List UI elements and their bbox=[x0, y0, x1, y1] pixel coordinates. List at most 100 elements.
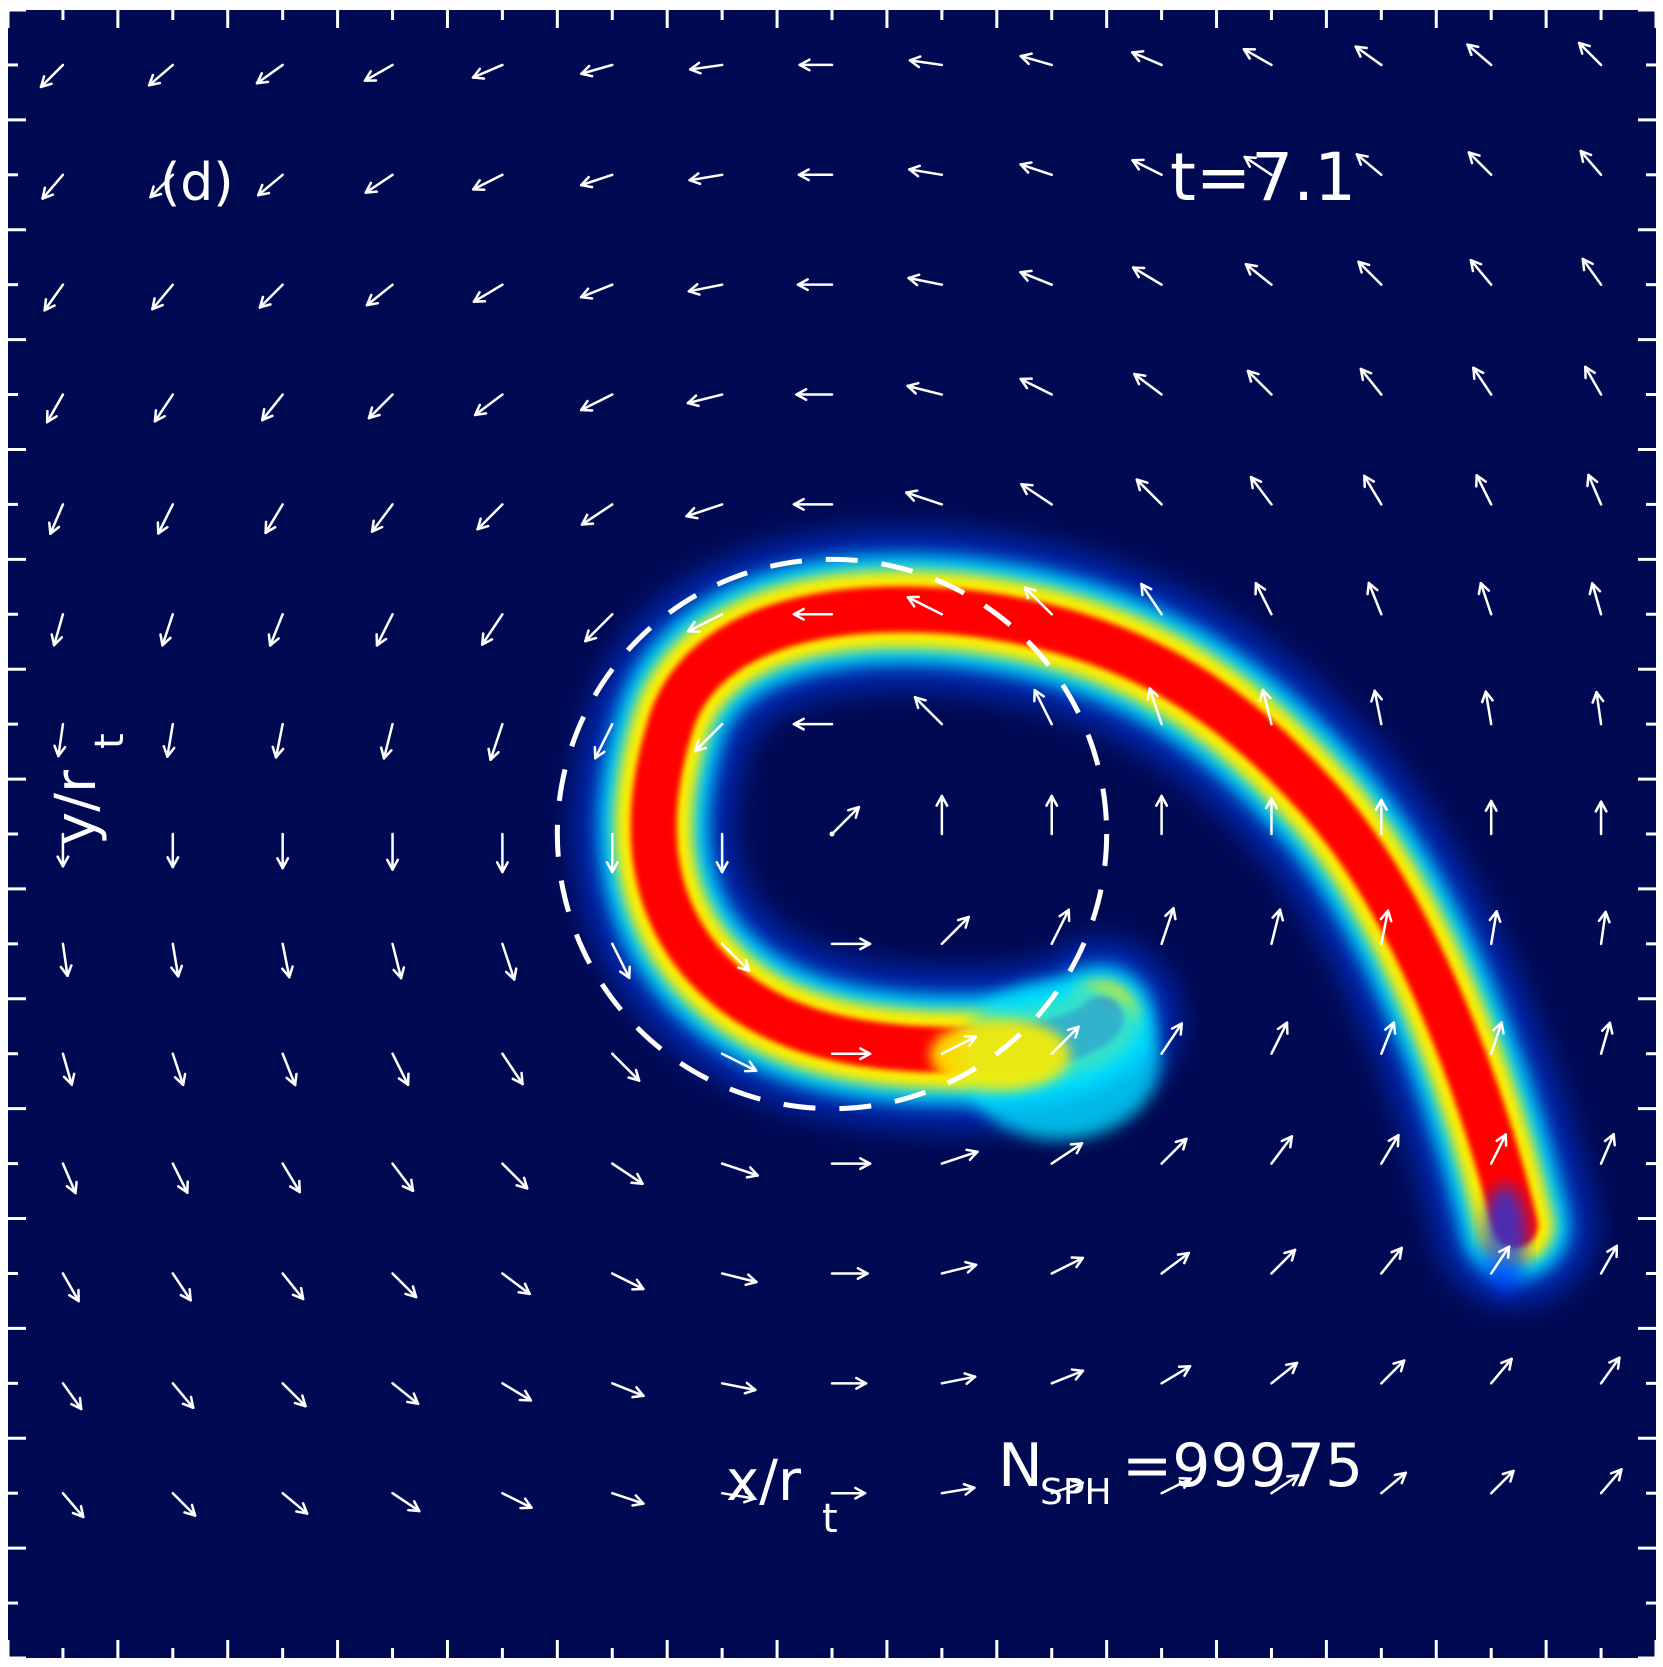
vector-arrow bbox=[685, 503, 724, 520]
x-axis-label-subscript: t bbox=[822, 1496, 838, 1542]
vector-arrow bbox=[1380, 1133, 1400, 1165]
vector-arrow bbox=[43, 283, 65, 312]
time-label: t=7.1 bbox=[1170, 139, 1356, 216]
vector-arrow bbox=[1270, 1361, 1299, 1385]
tidal-radius-circle bbox=[554, 556, 1110, 1112]
vector-arrow bbox=[153, 393, 175, 423]
vector-arrow bbox=[906, 381, 944, 396]
vector-arrow bbox=[61, 1052, 76, 1086]
vector-arrow bbox=[798, 58, 834, 72]
vector-arrow bbox=[579, 173, 614, 189]
vector-arrow bbox=[687, 282, 724, 296]
vector-arrow bbox=[1140, 582, 1163, 616]
vector-arrow bbox=[281, 1272, 305, 1301]
center-point bbox=[829, 831, 835, 837]
vector-arrow bbox=[476, 503, 504, 531]
vector-arrow bbox=[370, 503, 394, 533]
vector-arrow bbox=[1359, 367, 1383, 396]
nsph-label-value: =99975 bbox=[1122, 1431, 1363, 1501]
vector-arrow bbox=[1477, 581, 1493, 616]
vector-arrow bbox=[940, 915, 970, 946]
vector-arrow bbox=[1242, 47, 1273, 67]
vector-arrow bbox=[481, 613, 504, 646]
y-axis-label: y/r t bbox=[44, 733, 133, 845]
vector-arrow bbox=[792, 497, 834, 511]
vector-arrow bbox=[1466, 43, 1493, 67]
vector-arrow bbox=[1160, 1251, 1191, 1275]
vector-arrow bbox=[59, 942, 73, 978]
vector-arrow bbox=[1243, 155, 1273, 177]
vector-arrow bbox=[1366, 581, 1383, 616]
vector-arrow bbox=[495, 832, 509, 874]
vector-arrow bbox=[1597, 910, 1611, 946]
vector-arrow bbox=[1019, 269, 1053, 286]
vector-arrow bbox=[792, 717, 834, 731]
vector-arrow bbox=[830, 1486, 867, 1500]
vector-arrow bbox=[913, 696, 944, 726]
vector-arrow bbox=[1019, 52, 1053, 67]
vector-arrow bbox=[1019, 161, 1053, 177]
vector-arrow bbox=[391, 1052, 410, 1087]
vector-arrow bbox=[940, 1372, 977, 1386]
vector-arrow bbox=[940, 1035, 978, 1055]
vector-arrow bbox=[39, 63, 65, 89]
vector-arrow bbox=[797, 168, 834, 182]
vector-arrow bbox=[686, 613, 724, 633]
vector-arrow bbox=[830, 1047, 872, 1061]
vector-arrow bbox=[796, 278, 834, 292]
stream-tail bbox=[1483, 1185, 1527, 1295]
vector-arrow bbox=[935, 794, 949, 836]
vector-arrow bbox=[908, 164, 944, 178]
vector-arrow bbox=[375, 613, 394, 647]
vector-arrow bbox=[260, 393, 284, 422]
vector-arrow bbox=[1599, 1021, 1614, 1055]
vector-arrow bbox=[281, 1491, 309, 1515]
vector-arrow bbox=[1244, 262, 1273, 286]
vector-arrow bbox=[61, 1162, 78, 1195]
vector-arrow bbox=[720, 1381, 757, 1395]
vector-arrow bbox=[1380, 1246, 1404, 1275]
vector-arrow bbox=[1475, 474, 1493, 506]
vector-arrow bbox=[1577, 41, 1603, 67]
vector-arrow bbox=[276, 832, 290, 870]
vector-arrow bbox=[149, 173, 175, 199]
vector-arrow bbox=[1370, 689, 1384, 726]
vector-arrow bbox=[501, 1052, 524, 1086]
vector-arrow bbox=[611, 1272, 645, 1291]
vector-arrow bbox=[53, 722, 67, 758]
vector-arrow bbox=[611, 1052, 641, 1082]
vector-arrow bbox=[1489, 1357, 1513, 1385]
vector-arrow bbox=[363, 63, 394, 82]
vector-arrow bbox=[50, 613, 65, 647]
vector-arrow bbox=[1489, 1469, 1515, 1495]
vector-arrow bbox=[56, 832, 70, 868]
vector-arrow bbox=[267, 613, 284, 647]
vector-arrow bbox=[364, 173, 394, 194]
vector-arrow bbox=[580, 503, 614, 526]
vector-arrow bbox=[1270, 908, 1285, 946]
vector-arrow bbox=[264, 503, 284, 535]
vector-arrow bbox=[720, 1272, 758, 1287]
vector-arrow bbox=[365, 283, 394, 307]
nsph-label: N SPH =99975 bbox=[998, 1431, 1363, 1513]
vector-arrow bbox=[1020, 483, 1053, 506]
nsph-label-subscript: SPH bbox=[1040, 1472, 1112, 1513]
vector-arrow bbox=[1050, 1479, 1085, 1495]
vector-arrow bbox=[611, 1382, 645, 1399]
vector-arrow bbox=[1579, 149, 1603, 177]
vector-arrow bbox=[1380, 1021, 1397, 1055]
vector-arrow bbox=[162, 722, 176, 758]
vector-arrow bbox=[1357, 260, 1383, 286]
vector-arrow bbox=[472, 173, 504, 191]
vector-arrow bbox=[61, 1382, 83, 1411]
x-axis-label: x/r t bbox=[726, 1449, 838, 1542]
vector-arrow bbox=[151, 283, 175, 311]
vector-arrow bbox=[1363, 474, 1383, 506]
vector-arrow bbox=[1584, 365, 1603, 396]
x-axis-label-main: x/r bbox=[726, 1449, 802, 1514]
vector-arrow bbox=[688, 172, 724, 186]
vector-arrow bbox=[1160, 1365, 1192, 1385]
vector-arrow bbox=[391, 942, 406, 980]
vector-arrow bbox=[1594, 800, 1608, 836]
